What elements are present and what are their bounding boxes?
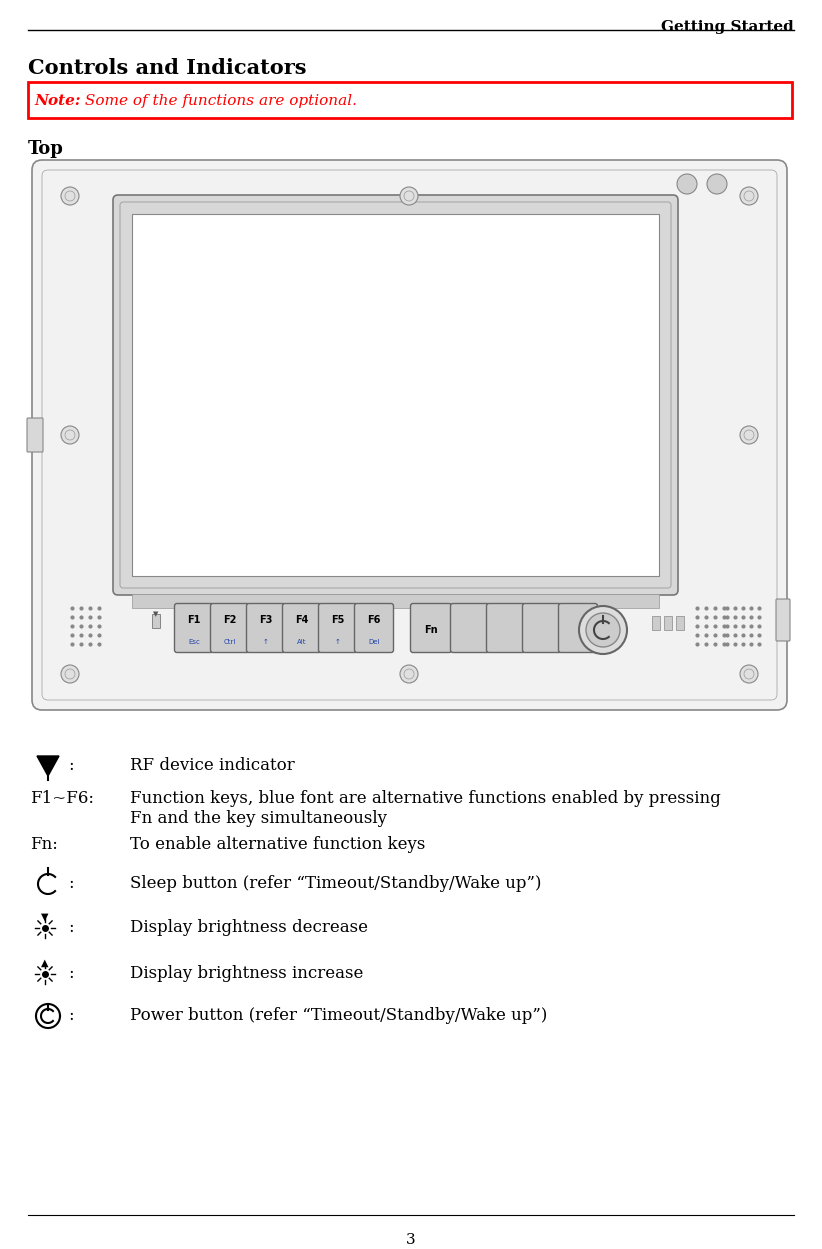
FancyBboxPatch shape bbox=[210, 603, 250, 652]
Text: Del: Del bbox=[368, 639, 380, 644]
Text: To enable alternative function keys: To enable alternative function keys bbox=[130, 836, 425, 853]
Circle shape bbox=[579, 606, 627, 654]
Text: :: : bbox=[68, 757, 74, 774]
Bar bbox=[132, 595, 659, 608]
FancyBboxPatch shape bbox=[283, 603, 321, 652]
Bar bbox=[664, 616, 672, 629]
Polygon shape bbox=[37, 756, 59, 776]
Circle shape bbox=[740, 664, 758, 683]
Text: Top: Top bbox=[28, 140, 64, 159]
Text: F2: F2 bbox=[224, 615, 237, 624]
Text: :: : bbox=[68, 1008, 74, 1024]
Text: Power button (refer “Timeout/Standby/Wake up”): Power button (refer “Timeout/Standby/Wak… bbox=[130, 1008, 547, 1024]
Text: :: : bbox=[68, 919, 74, 937]
Text: Function keys, blue font are alternative functions enabled by pressing: Function keys, blue font are alternative… bbox=[130, 791, 721, 807]
Bar bbox=[152, 615, 160, 628]
FancyBboxPatch shape bbox=[354, 603, 394, 652]
Circle shape bbox=[740, 426, 758, 443]
FancyBboxPatch shape bbox=[32, 160, 787, 709]
FancyBboxPatch shape bbox=[174, 603, 214, 652]
Text: ↑: ↑ bbox=[263, 639, 269, 644]
FancyBboxPatch shape bbox=[113, 195, 678, 595]
FancyBboxPatch shape bbox=[523, 603, 561, 652]
Text: Esc: Esc bbox=[188, 639, 200, 644]
Circle shape bbox=[400, 187, 418, 205]
Text: :: : bbox=[68, 965, 74, 983]
FancyBboxPatch shape bbox=[776, 600, 790, 641]
FancyBboxPatch shape bbox=[247, 603, 285, 652]
Text: :: : bbox=[68, 876, 74, 893]
Text: Some of the functions are optional.: Some of the functions are optional. bbox=[80, 94, 357, 107]
FancyBboxPatch shape bbox=[410, 603, 451, 652]
Text: Getting Started: Getting Started bbox=[661, 20, 794, 34]
Circle shape bbox=[677, 174, 697, 194]
Circle shape bbox=[61, 187, 79, 205]
FancyBboxPatch shape bbox=[27, 418, 43, 452]
Text: Ctrl: Ctrl bbox=[224, 639, 236, 644]
Circle shape bbox=[61, 664, 79, 683]
Bar bbox=[676, 616, 684, 629]
Text: Fn:: Fn: bbox=[30, 836, 58, 853]
FancyBboxPatch shape bbox=[558, 603, 598, 652]
Bar bbox=[652, 616, 660, 629]
Text: F1: F1 bbox=[187, 615, 201, 624]
Text: 3: 3 bbox=[406, 1233, 416, 1247]
Circle shape bbox=[707, 174, 727, 194]
Text: Sleep button (refer “Timeout/Standby/Wake up”): Sleep button (refer “Timeout/Standby/Wak… bbox=[130, 876, 542, 893]
Text: F6: F6 bbox=[367, 615, 381, 624]
Text: ▼: ▼ bbox=[154, 611, 159, 617]
Text: F3: F3 bbox=[259, 615, 273, 624]
Circle shape bbox=[740, 187, 758, 205]
Text: F4: F4 bbox=[295, 615, 309, 624]
Text: ↑: ↑ bbox=[335, 639, 341, 644]
Circle shape bbox=[586, 613, 620, 647]
FancyBboxPatch shape bbox=[487, 603, 525, 652]
Text: Display brightness increase: Display brightness increase bbox=[130, 965, 363, 983]
Text: Fn: Fn bbox=[424, 624, 438, 634]
FancyBboxPatch shape bbox=[450, 603, 489, 652]
Circle shape bbox=[61, 426, 79, 443]
Text: Note:: Note: bbox=[34, 94, 81, 107]
Bar bbox=[132, 214, 659, 576]
Text: Alt: Alt bbox=[298, 639, 307, 644]
Text: ▼: ▼ bbox=[41, 912, 48, 922]
Text: F5: F5 bbox=[331, 615, 344, 624]
FancyBboxPatch shape bbox=[28, 82, 792, 117]
Text: Display brightness decrease: Display brightness decrease bbox=[130, 919, 368, 937]
FancyBboxPatch shape bbox=[318, 603, 358, 652]
Text: ▲: ▲ bbox=[41, 958, 48, 968]
Text: RF device indicator: RF device indicator bbox=[130, 757, 295, 774]
Text: F1~F6:: F1~F6: bbox=[30, 791, 94, 807]
Text: Controls and Indicators: Controls and Indicators bbox=[28, 57, 307, 77]
Circle shape bbox=[400, 664, 418, 683]
Text: Fn and the key simultaneously: Fn and the key simultaneously bbox=[130, 811, 387, 827]
